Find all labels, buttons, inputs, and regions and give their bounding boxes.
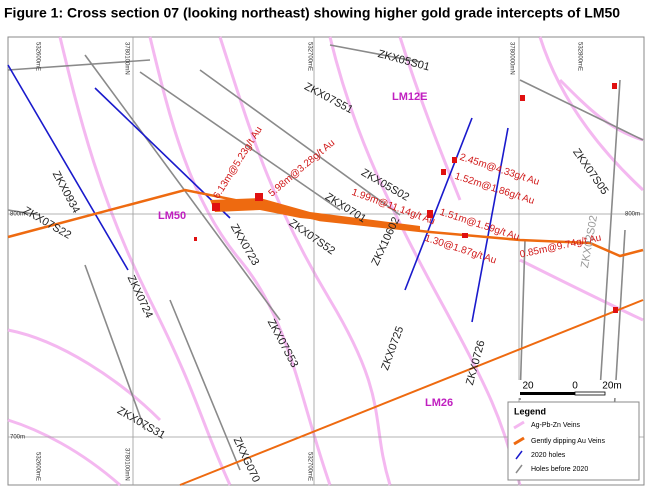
ag-pb-zn-veins [7,36,645,487]
legend-item: 2020 holes [531,452,566,459]
grid-labels: 532600mE 3780100mN 532700mE 3780000mN 53… [10,42,640,481]
grid-label: 3780100mN [123,42,129,75]
scale-label: 20 [522,381,534,392]
vein-label: LM26 [425,397,453,409]
legend-item: Holes before 2020 [531,466,588,473]
grid-lines [8,37,644,485]
grid-label: 3780000mN [508,42,514,75]
2020-holes [7,64,509,323]
legend-title: Legend [514,406,546,416]
grid-label: 532700mE [306,452,312,481]
grid-label: 3780100mN [123,448,129,481]
grid-label: 800m [625,212,640,218]
grid-label: 532600mE [34,452,40,481]
grid-label: 532700mE [306,42,312,71]
vein-label: LM50 [158,210,186,222]
scale-label: 0 [572,381,578,392]
title: Figure 1: Cross section 07 (looking nort… [4,5,620,21]
vein-labels: LM12E LM50 LM26 [158,91,453,409]
legend: Legend Ag-Pb-Zn Veins Gently dipping Au … [507,401,640,481]
legend-item: Gently dipping Au Veins [531,438,605,445]
grid-label: 700m [10,435,25,441]
grid-label: 532600mE [34,42,40,71]
intercept-marks [194,83,618,313]
au-veins [7,188,644,486]
legend-item: Ag-Pb-Zn Veins [531,422,581,429]
old-holes [7,44,644,481]
scale-bar: 20 0 20m [508,380,622,398]
vein-label: LM12E [392,91,427,103]
scale-label: 20m [602,381,621,392]
grid-label: 532800mE [576,42,582,71]
grid-label: 800m [10,212,25,218]
